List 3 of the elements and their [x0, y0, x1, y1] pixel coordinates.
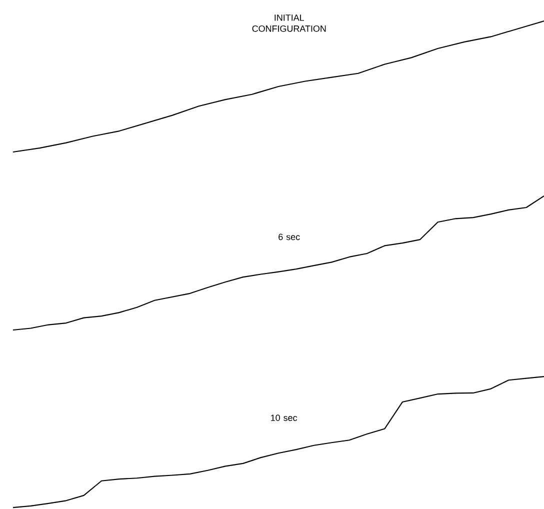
text: 6 sec — [278, 234, 300, 240]
text: 10 sec — [271, 414, 298, 421]
chart-title: INITIAL CONFIGURATION — [252, 14, 326, 32]
